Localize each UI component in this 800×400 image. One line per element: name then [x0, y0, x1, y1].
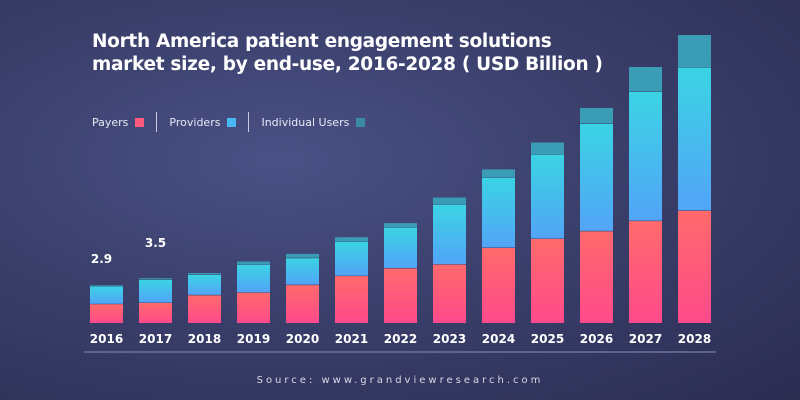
x-tick-label: 2027: [629, 332, 662, 346]
legend-divider: [248, 112, 250, 132]
bar-individual-users-2019: [237, 261, 270, 265]
source-note: Source: www.grandviewresearch.com: [256, 375, 544, 386]
title-line-1: North America patient engagement solutio…: [92, 31, 552, 52]
bar-payers-2019: [237, 292, 270, 323]
bar-payers-2017: [139, 302, 172, 323]
bar-providers-2020: [286, 257, 319, 285]
data-label: 2.9: [91, 252, 112, 266]
bar-payers-2018: [188, 294, 221, 323]
legend-item-individual-users: Individual Users: [261, 115, 366, 129]
x-tick-label: 2026: [580, 332, 613, 346]
bar-providers-2025: [531, 154, 564, 239]
legend-divider: [156, 112, 158, 132]
bar-providers-2023: [433, 203, 466, 265]
x-tick-label: 2020: [286, 332, 319, 346]
bar-payers-2026: [580, 230, 613, 323]
legend-swatch: [356, 117, 366, 127]
bar-individual-users-2026: [580, 107, 613, 124]
bar-payers-2024: [482, 247, 515, 323]
bar-individual-users-2016: [90, 285, 123, 286]
bar-payers-2021: [335, 275, 368, 323]
bar-providers-2016: [90, 285, 123, 304]
legend-item-providers: Providers: [169, 115, 237, 129]
bar-individual-users-2027: [629, 67, 662, 92]
bar-individual-users-2020: [286, 253, 319, 258]
x-tick-label: 2021: [335, 332, 368, 346]
legend-swatch: [227, 117, 237, 127]
bar-payers-2028: [678, 210, 711, 323]
bar-providers-2021: [335, 241, 368, 276]
x-tick-label: 2025: [531, 332, 564, 346]
legend-item-payers: Payers: [92, 115, 145, 129]
legend-label: Individual Users: [261, 115, 350, 129]
x-tick-label: 2028: [678, 332, 711, 346]
bar-providers-2019: [237, 264, 270, 293]
bar-providers-2022: [384, 227, 417, 268]
bar-providers-2024: [482, 177, 515, 248]
legend-label: Payers: [92, 115, 129, 129]
bar-payers-2027: [629, 220, 662, 323]
bar-payers-2016: [90, 303, 123, 323]
title-line-2: market size, by end-use, 2016-2028 ( USD…: [92, 54, 603, 75]
legend-swatch: [135, 117, 145, 127]
x-tick-label: 2022: [384, 332, 417, 346]
bar-payers-2020: [286, 284, 319, 323]
x-tick-label: 2016: [90, 332, 123, 346]
bar-payers-2025: [531, 238, 564, 323]
bar-individual-users-2021: [335, 237, 368, 242]
bar-providers-2028: [678, 67, 711, 211]
bar-providers-2018: [188, 274, 221, 295]
x-tick-label: 2018: [188, 332, 221, 346]
bar-individual-users-2018: [188, 273, 221, 275]
bar-individual-users-2024: [482, 169, 515, 178]
x-tick-label: 2017: [139, 332, 172, 346]
bar-individual-users-2023: [433, 197, 466, 204]
bar-providers-2017: [139, 279, 172, 303]
legend-label: Providers: [169, 115, 221, 129]
x-tick-label: 2019: [237, 332, 270, 346]
bar-individual-users-2025: [531, 142, 564, 155]
chart-title: North America patient engagement solutio…: [92, 30, 603, 76]
bar-individual-users-2028: [678, 35, 711, 67]
bar-providers-2026: [580, 123, 613, 231]
bar-payers-2022: [384, 267, 417, 323]
bar-individual-users-2022: [384, 223, 417, 227]
bar-payers-2023: [433, 264, 466, 323]
x-tick-label: 2023: [433, 332, 466, 346]
bar-providers-2027: [629, 91, 662, 221]
x-tick-label: 2024: [482, 332, 515, 346]
legend: Payers Providers Individual Users: [92, 112, 366, 132]
bar-individual-users-2017: [139, 278, 172, 280]
data-label: 3.5: [145, 236, 166, 250]
